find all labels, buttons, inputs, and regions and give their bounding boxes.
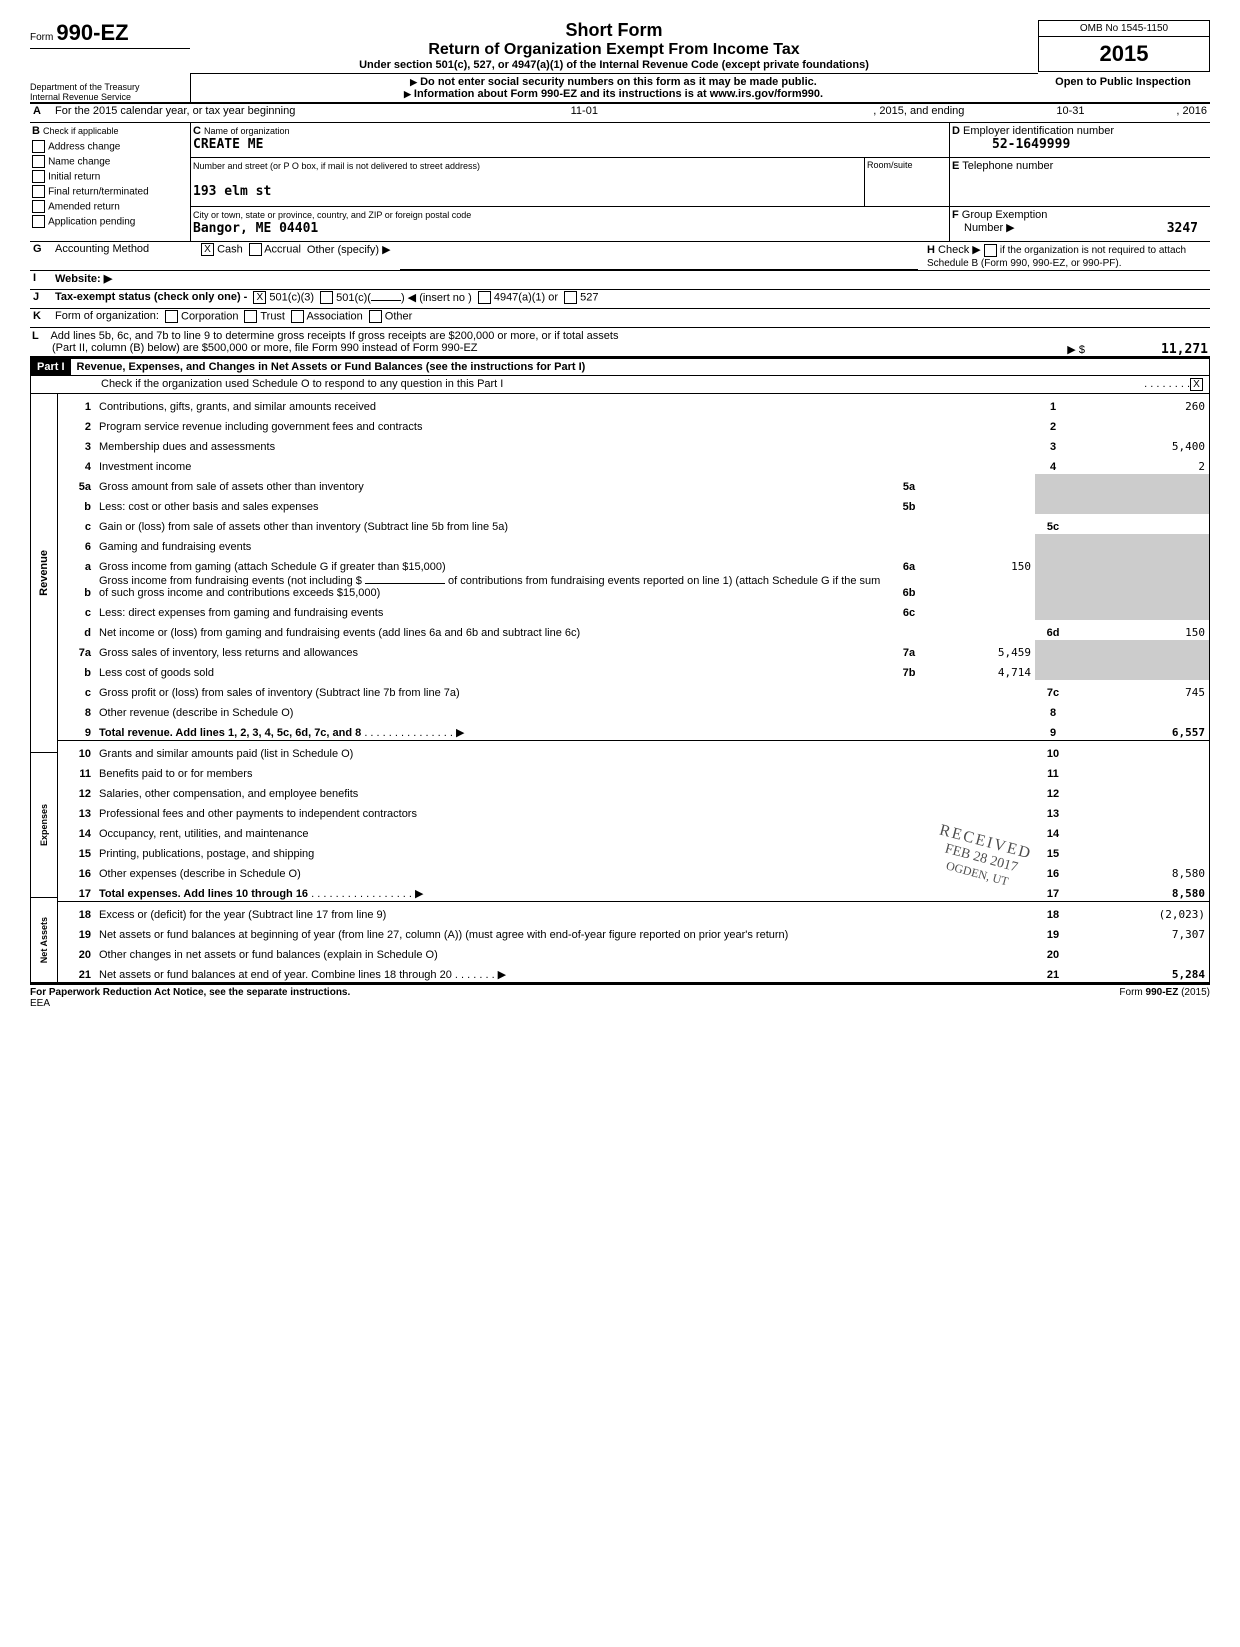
city-label: City or town, state or province, country… [193,210,471,220]
line-j: J Tax-exempt status (check only one) - X… [30,290,1210,309]
room-label: Room/suite [864,158,949,206]
footer: For Paperwork Reduction Act Notice, see … [30,984,1210,1009]
checkbox-4947[interactable] [478,291,491,304]
checkbox-other-org[interactable] [369,310,382,323]
city: Bangor, ME 04401 [193,221,318,236]
checkbox-address-change[interactable] [32,140,45,153]
checkbox-trust[interactable] [244,310,257,323]
info-line: Information about Form 990-EZ and its in… [414,88,823,100]
ssn-warning: Do not enter social security numbers on … [420,76,817,88]
paperwork-notice: For Paperwork Reduction Act Notice, see … [30,987,350,998]
checkbox-amended[interactable] [32,200,45,213]
lines-block: Revenue Expenses Net Assets 1Contributio… [30,394,1210,984]
line-i: I Website: ▶ [30,271,1210,290]
form-header: Form 990-EZ Short Form Return of Organiz… [30,20,1210,74]
dept-mid: Do not enter social security numbers on … [191,74,1036,102]
line-a-end: 10-31 [967,104,1173,122]
line-a-endyear: , 2016 [1173,104,1210,122]
lines-table: 1Contributions, gifts, grants, and simil… [57,394,1209,982]
form-number-box: Form 990-EZ [30,20,190,49]
gross-receipts: 11,271 [1088,342,1208,357]
bcdef-block: B Check if applicable Address change Nam… [30,123,1210,242]
group-value: 3247 [1167,221,1208,236]
ein-value: 52-1649999 [952,137,1070,152]
checkbox-assoc[interactable] [291,310,304,323]
checkbox-501c[interactable] [320,291,333,304]
part1-label: Part I [31,359,71,375]
checkbox-corp[interactable] [165,310,178,323]
dept-row: Department of the Treasury Internal Reve… [30,74,1210,104]
street: 193 elm st [193,184,271,199]
tax-year: 2015 [1039,37,1209,71]
dept-left: Department of the Treasury Internal Reve… [30,74,191,102]
form-number: 990-EZ [56,20,128,45]
line-l: L Add lines 5b, 6c, and 7b to line 9 to … [30,328,1210,357]
side-labels: Revenue Expenses Net Assets [31,394,57,982]
part1-check-row: Check if the organization used Schedule … [30,376,1210,394]
section-b-label: Check if applicable [43,126,119,136]
org-name: CREATE ME [193,137,263,152]
section-b: B Check if applicable Address change Nam… [30,123,191,241]
line-k: K Form of organization: Corporation Trus… [30,309,1210,328]
section-c: C Name of organization CREATE ME Number … [191,123,950,241]
checkbox-accrual[interactable] [249,243,262,256]
group-label2: Number ▶ [952,222,1015,234]
under-section: Under section 501(c), 527, or 4947(a)(1)… [190,59,1038,71]
checkbox-527[interactable] [564,291,577,304]
checkbox-name-change[interactable] [32,155,45,168]
group-label: Group Exemption [962,209,1048,221]
form-page: Form 990-EZ Short Form Return of Organiz… [30,20,1210,1009]
ein-label: Employer identification number [963,125,1114,137]
checkbox-sched-b[interactable] [984,244,997,257]
line-g-h: G Accounting Method X Cash Accrual Other… [30,242,1210,271]
line-a-begin: 11-01 [298,104,870,122]
checkbox-schedule-o[interactable]: X [1190,378,1203,391]
accounting-method-label: Accounting Method [52,242,198,270]
section-def: D Employer identification number 52-1649… [950,123,1210,241]
form-prefix: Form [30,32,53,43]
right-header: OMB No 1545-1150 2015 [1038,20,1210,72]
line-a-mid: , 2015, and ending [870,104,967,122]
checkbox-initial-return[interactable] [32,170,45,183]
part1-header-row: Part I Revenue, Expenses, and Changes in… [30,357,1210,376]
checkbox-501c3[interactable]: X [253,291,266,304]
title-short: Short Form [190,20,1038,41]
checkbox-final-return[interactable] [32,185,45,198]
line-a-label: For the 2015 calendar year, or tax year … [52,104,298,122]
open-public: Open to Public Inspection [1036,74,1210,102]
part1-title: Revenue, Expenses, and Changes in Net As… [71,359,592,375]
lines-area: 1Contributions, gifts, grants, and simil… [57,394,1209,982]
name-label: Name of organization [204,126,290,136]
dept-irs: Internal Revenue Service [30,92,190,102]
checkbox-cash[interactable]: X [201,243,214,256]
line-a: A For the 2015 calendar year, or tax yea… [30,104,1210,123]
omb-number: OMB No 1545-1150 [1039,21,1209,37]
checkbox-app-pending[interactable] [32,215,45,228]
street-label: Number and street (or P O box, if mail i… [193,161,480,171]
title-main: Return of Organization Exempt From Incom… [190,41,1038,59]
phone-label: Telephone number [962,160,1053,172]
dept-treasury: Department of the Treasury [30,82,190,92]
title-box: Short Form Return of Organization Exempt… [190,20,1038,74]
form-footer-right: Form 990-EZ (2015) [1119,987,1210,1009]
